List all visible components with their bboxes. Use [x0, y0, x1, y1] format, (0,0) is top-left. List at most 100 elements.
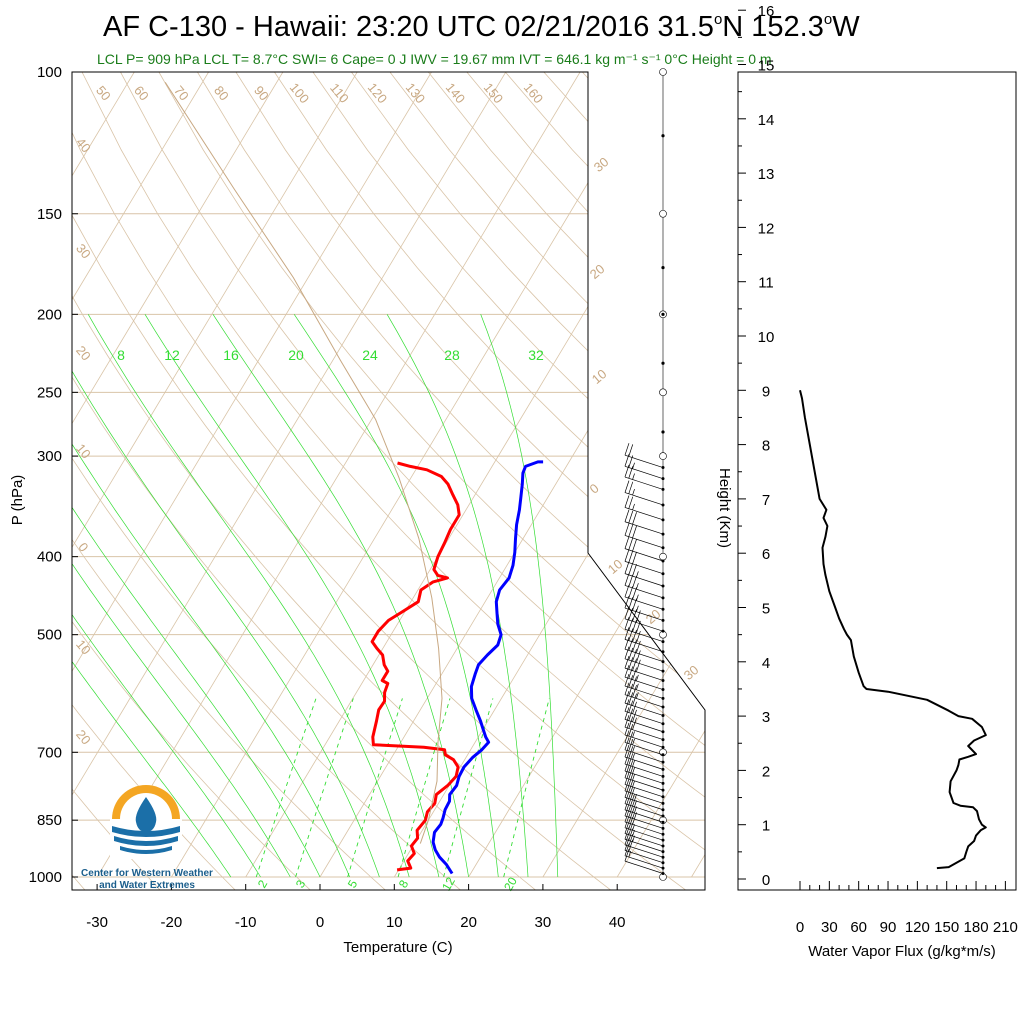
isotherm-line	[245, 72, 705, 878]
wind-barb	[624, 464, 665, 491]
dry-adiabat-line	[235, 72, 705, 890]
wind-barb	[624, 573, 665, 600]
wind-level-circle	[659, 388, 667, 397]
dry-adiabat-line	[72, 72, 617, 890]
dry-adiabat-label: 160	[521, 80, 546, 106]
mixing-ratio-line	[255, 698, 317, 878]
isotherm-line	[542, 72, 705, 878]
isotherm-label: 10	[73, 441, 94, 462]
dry-adiabat-line	[582, 72, 705, 890]
height-tick-label: 2	[762, 763, 770, 780]
isotherm-line	[96, 72, 581, 878]
mixing-ratio-label: 2	[255, 877, 271, 890]
isotherm-label: 10	[605, 556, 626, 577]
height-tick-label: 14	[758, 112, 775, 129]
mixing-ratio-label: 5	[345, 877, 361, 890]
wind-barb	[624, 584, 665, 611]
logo-line-1: Center for Western Weather	[81, 868, 213, 879]
dry-adiabat-label: 60	[131, 83, 152, 104]
logo-line-2: and Water Extremes	[99, 880, 195, 891]
water-vapor-flux-line	[799, 390, 987, 870]
isotherm-line	[72, 72, 135, 878]
x-tick-label: 40	[609, 914, 626, 931]
temperature-line	[370, 461, 461, 872]
dry-adiabat-line	[543, 72, 705, 890]
mixing-ratio-line	[295, 698, 354, 878]
dry-adiabat-line	[72, 72, 541, 890]
wind-level-circle	[659, 209, 667, 218]
isotherm-label: 10	[589, 366, 610, 387]
flux-series	[799, 390, 987, 870]
y-tick-label: 200	[37, 306, 62, 323]
wind-barb	[624, 690, 665, 717]
wind-barb	[624, 715, 665, 742]
height-tick-label: 3	[762, 709, 770, 726]
wind-barb	[624, 722, 665, 749]
x-tick-label: 0	[316, 914, 324, 931]
wind-barb	[624, 772, 665, 799]
moist-adiabat-label: 16	[223, 347, 239, 363]
wind-barb	[624, 454, 665, 481]
mixing-ratio-label: 20	[501, 874, 520, 893]
height-tick-label: 13	[758, 166, 775, 183]
isotherm-line	[72, 72, 284, 878]
dry-adiabat-line	[72, 72, 692, 890]
isotherm-line	[616, 72, 705, 878]
wind-barb	[624, 809, 665, 836]
wind-barb	[624, 509, 665, 536]
moist-adiabat-line	[480, 314, 559, 878]
height-tick-label: 6	[762, 546, 770, 563]
moist-adiabat-line	[72, 467, 261, 878]
mixing-ratio-line	[397, 698, 451, 878]
wind-barb	[624, 737, 665, 764]
dry-adiabat-line	[81, 72, 705, 890]
height-tick-label: 5	[762, 601, 770, 618]
height-tick-label: 11	[758, 275, 774, 292]
dry-adiabat-line	[158, 72, 705, 890]
height-tick-label: 4	[762, 655, 770, 672]
wind-barb	[624, 627, 665, 654]
flux-x-tick-label: 60	[850, 919, 867, 936]
mixing-ratio-label: 8	[396, 877, 412, 890]
moist-adiabat-line	[72, 377, 351, 878]
isotherm-label: 20	[643, 606, 664, 627]
flux-x-tick-label: 120	[905, 919, 930, 936]
y-tick-label: 400	[37, 549, 62, 566]
y-tick-label: 250	[37, 384, 62, 401]
y-tick-label: 300	[37, 448, 62, 465]
isotherm-label: 20	[73, 727, 94, 748]
skew-t-series	[164, 82, 544, 875]
y-axis-label: P (hPa)	[9, 475, 26, 526]
chart-subtitle: LCL P= 909 hPa LCL T= 8.7°C SWI= 6 Cape=…	[97, 51, 772, 67]
moist-adiabat-line	[212, 314, 469, 878]
flux-x-tick-label: 210	[993, 919, 1018, 936]
dry-adiabat-label: 70	[171, 83, 192, 104]
skew-t-plot-frame	[71, 71, 706, 891]
isotherm-line	[393, 72, 705, 878]
dry-adiabat-line	[72, 72, 705, 890]
x-axis-label: Temperature (C)	[343, 939, 452, 956]
skew-t-grid	[72, 72, 705, 890]
x-tick-label: 30	[535, 914, 552, 931]
y-tick-label: 700	[37, 744, 62, 761]
moist-adiabat-line	[144, 314, 440, 878]
mixing-ratio-line	[347, 698, 403, 878]
wind-level-circle	[659, 552, 667, 561]
dry-adiabat-line	[197, 72, 705, 890]
moist-adiabat-label: 28	[444, 347, 460, 363]
isotherm-line	[171, 72, 655, 878]
wind-barb	[624, 744, 665, 771]
moist-adiabat-line	[72, 347, 380, 878]
wind-barb	[624, 536, 665, 563]
wind-barb	[624, 797, 665, 824]
height-tick-label: 1	[762, 818, 770, 835]
wind-barb	[624, 751, 665, 778]
wind-barb	[624, 617, 665, 644]
height-tick-label: 12	[758, 220, 775, 237]
skew-t-axes: -30 -20 -10 0 10 20 30 401001502002503004005007…	[29, 64, 626, 931]
height-tick-label: 0	[762, 872, 770, 889]
isotherm-line	[691, 72, 705, 878]
isotherm-label: 20	[587, 261, 608, 282]
wind-barb	[624, 673, 665, 700]
dewpoint-line	[431, 460, 544, 875]
